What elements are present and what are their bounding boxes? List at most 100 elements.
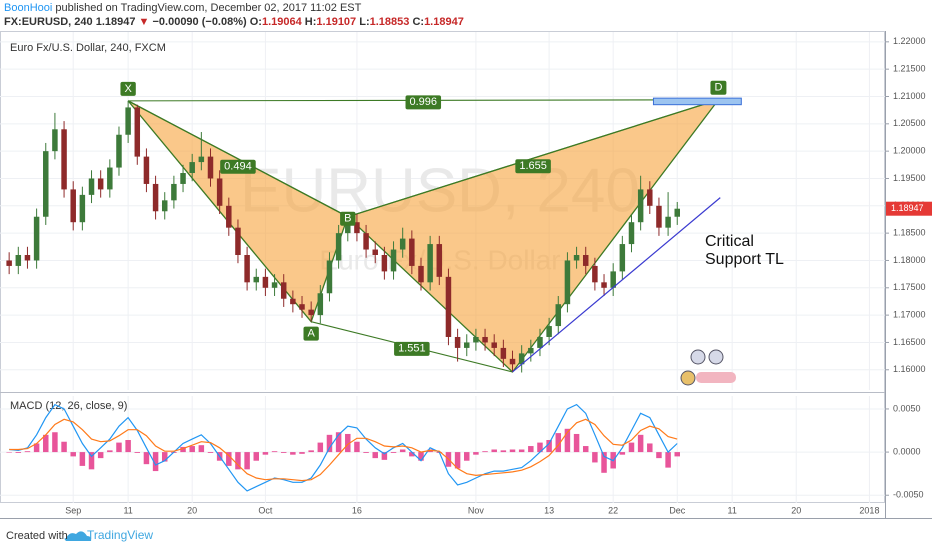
candle-body [619, 244, 626, 272]
histogram-bar [198, 445, 205, 453]
arrow: ▼ [139, 16, 150, 28]
point-label-box [120, 81, 136, 96]
histogram-bar [537, 442, 543, 453]
candle-body [656, 205, 662, 228]
ratio-label: 1.655 [515, 159, 551, 174]
field-value: 1.18853 [370, 16, 410, 28]
histogram-bar [345, 433, 351, 453]
histogram-bar [518, 449, 525, 453]
event-icons [680, 349, 736, 386]
candle-body [262, 276, 269, 288]
histogram-bar [226, 452, 232, 466]
event-icon[interactable] [690, 349, 706, 365]
ratio-label-box [515, 159, 551, 174]
candle-body [244, 254, 250, 283]
candle-body [15, 254, 22, 266]
histogram-bar [24, 451, 31, 453]
point-label-text: X [124, 83, 132, 95]
y-tick-label: 1.21500 [893, 64, 926, 74]
candle-body [125, 107, 131, 135]
candle-body [308, 309, 314, 316]
change: −0.00090 (−0.08%) [152, 16, 247, 28]
candle-body [509, 358, 516, 365]
histogram-bar [528, 446, 534, 453]
target-zone [652, 97, 742, 106]
ratio-label-text: 0.494 [224, 161, 252, 173]
ratio-label: 0.996 [405, 95, 442, 110]
histogram-bar [582, 446, 589, 453]
point-label-text: B [344, 213, 351, 225]
field-label: O: [250, 16, 262, 28]
y-tick-label: 1.20500 [893, 118, 926, 128]
y-tick-label: 1.16500 [893, 337, 926, 347]
histogram-bar [6, 452, 12, 453]
indicator-line [9, 418, 678, 482]
ratio-label-box [394, 341, 430, 356]
candle-body [354, 222, 360, 234]
candle-body [61, 129, 67, 190]
candle-body [674, 208, 680, 217]
plot-frame [0, 31, 885, 503]
ratio-label-text: 1.655 [519, 160, 547, 172]
histogram-bar [546, 440, 552, 453]
histogram-bar [674, 452, 680, 457]
point-label-text: D [714, 82, 722, 94]
histogram-bar [399, 449, 406, 453]
histogram-bar [656, 452, 662, 459]
ratio-label-text: 1.551 [398, 343, 426, 355]
histogram-bar [482, 451, 488, 453]
x-tick-label: Nov [468, 505, 485, 515]
histogram-bar [573, 433, 580, 453]
histogram-bar [280, 452, 287, 453]
candle-body [409, 238, 415, 266]
histogram-bar [601, 452, 607, 473]
x-tick-label: Sep [65, 505, 81, 515]
candle-body [43, 151, 49, 217]
histogram-bar [592, 452, 598, 463]
histogram-bar [454, 452, 461, 469]
histogram-bar [152, 452, 159, 472]
event-icon[interactable] [696, 372, 736, 383]
x-tick-label: 20 [791, 505, 801, 515]
event-icon[interactable] [680, 370, 696, 386]
candle-body [381, 254, 388, 272]
point-label: X [120, 81, 136, 96]
histogram-bar [473, 452, 479, 455]
candle-body [253, 276, 260, 283]
histogram-bar [308, 450, 314, 453]
histogram-bar [354, 441, 360, 453]
author[interactable]: BoonHooi [4, 2, 52, 14]
histogram-bar [180, 446, 186, 453]
candle-body [317, 293, 324, 316]
candle-body [628, 222, 635, 245]
symbol-line: FX:EURUSD, 240 1.18947 ▼ −0.00090 (−0.08… [4, 16, 464, 28]
y-tick-label: 1.19500 [893, 173, 926, 183]
candle-body [134, 107, 141, 157]
pane-title: Euro Fx/U.S. Dollar, 240, FXCM [10, 42, 166, 54]
candle-body [79, 194, 86, 223]
histogram-bar [143, 452, 150, 465]
x-tick-label: 16 [352, 505, 362, 515]
point-label-box [340, 211, 356, 226]
candle-body [33, 216, 40, 261]
ratio-label: 0.494 [220, 159, 256, 174]
point-label-box [710, 80, 727, 95]
histogram-bar [235, 452, 241, 470]
candle-body [665, 216, 671, 228]
histogram-bar [116, 442, 122, 453]
candle-body [97, 178, 104, 190]
histogram-bar [161, 452, 168, 462]
candle-body [418, 265, 424, 283]
histogram-bar [125, 440, 131, 453]
x-tick-label: 20 [187, 505, 197, 515]
histogram-bar [189, 446, 195, 453]
event-icon[interactable] [708, 349, 724, 365]
histogram-bar [372, 452, 378, 459]
candle-body [116, 134, 122, 168]
histogram-bar [299, 452, 305, 454]
footer-brand[interactable]: TradingView [87, 528, 153, 542]
histogram-bar [418, 452, 424, 461]
candle-body [647, 189, 653, 206]
histogram-bar [43, 434, 49, 453]
